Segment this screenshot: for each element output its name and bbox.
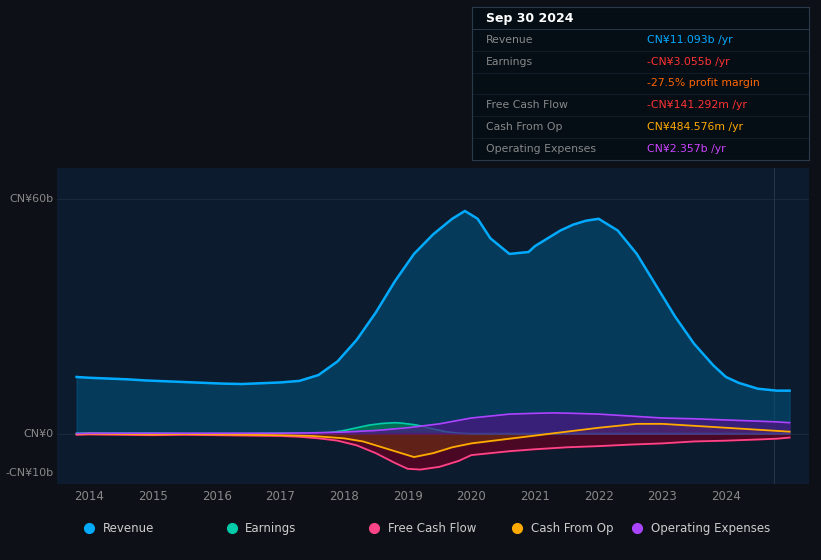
Text: -CN¥10b: -CN¥10b	[5, 468, 53, 478]
Text: Revenue: Revenue	[103, 522, 154, 535]
Text: CN¥60b: CN¥60b	[9, 194, 53, 204]
Text: Earnings: Earnings	[485, 57, 533, 67]
Text: Sep 30 2024: Sep 30 2024	[485, 12, 573, 25]
Text: -27.5% profit margin: -27.5% profit margin	[647, 78, 760, 88]
Text: CN¥2.357b /yr: CN¥2.357b /yr	[647, 144, 726, 154]
Text: Revenue: Revenue	[485, 35, 533, 45]
Text: Operating Expenses: Operating Expenses	[485, 144, 595, 154]
Text: Earnings: Earnings	[245, 522, 296, 535]
Text: Free Cash Flow: Free Cash Flow	[485, 100, 567, 110]
Text: -CN¥141.292m /yr: -CN¥141.292m /yr	[647, 100, 747, 110]
Text: CN¥0: CN¥0	[23, 428, 53, 438]
Text: CN¥11.093b /yr: CN¥11.093b /yr	[647, 35, 732, 45]
Text: -CN¥3.055b /yr: -CN¥3.055b /yr	[647, 57, 730, 67]
Text: Operating Expenses: Operating Expenses	[651, 522, 770, 535]
Text: Cash From Op: Cash From Op	[530, 522, 613, 535]
Text: Cash From Op: Cash From Op	[485, 122, 562, 132]
Text: CN¥484.576m /yr: CN¥484.576m /yr	[647, 122, 743, 132]
Text: Free Cash Flow: Free Cash Flow	[388, 522, 476, 535]
